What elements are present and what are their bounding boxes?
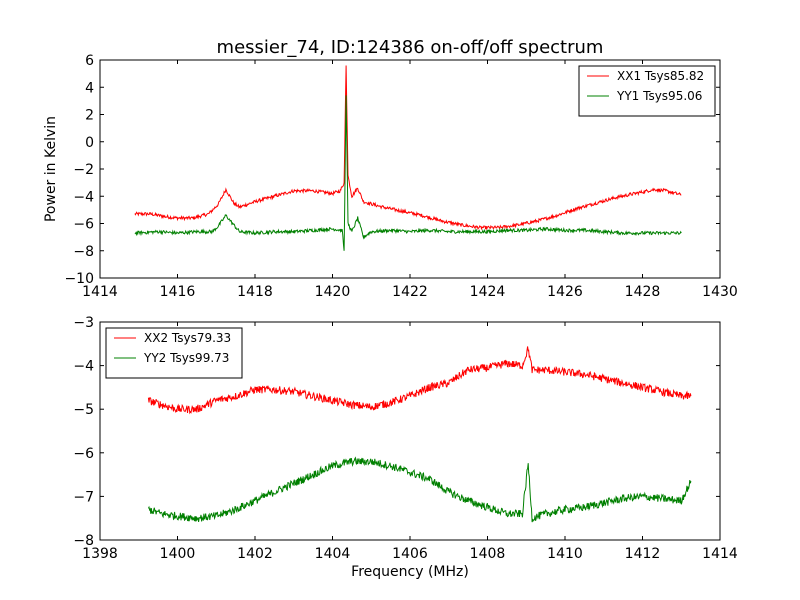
x-tick-label: 1424	[470, 284, 506, 300]
x-tick-label: 1412	[625, 546, 661, 562]
y-tick-label: −3	[73, 315, 94, 331]
x-tick-label: 1422	[392, 284, 428, 300]
legend-box	[578, 65, 716, 117]
y-tick-label: 0	[85, 135, 94, 151]
x-tick-label: 1400	[160, 546, 196, 562]
x-tick-label: 1430	[702, 284, 738, 300]
series-line-2	[147, 456, 692, 523]
y-tick-label: −6	[73, 446, 94, 462]
y-axis-label: Power in Kelvin	[43, 116, 59, 222]
legend-entry: YY2 Tsys99.73	[143, 351, 229, 365]
x-tick-label: 1428	[625, 284, 661, 300]
series-line-1	[147, 346, 692, 415]
y-tick-label: −6	[73, 217, 94, 233]
x-tick-label: 1426	[547, 284, 583, 300]
y-tick-label: −2	[73, 162, 94, 178]
x-tick-label: 1408	[470, 546, 506, 562]
x-tick-label: 1404	[315, 546, 351, 562]
x-tick-label: 1402	[237, 546, 273, 562]
y-tick-label: −7	[73, 489, 94, 505]
series-line-1	[134, 65, 682, 231]
y-tick-label: −5	[73, 402, 94, 418]
x-tick-label: 1398	[82, 546, 118, 562]
x-axis-label: Frequency (MHz)	[351, 564, 469, 580]
legend: XX2 Tsys79.33 YY2 Tsys99.73	[105, 327, 243, 379]
x-tick-label: 1420	[315, 284, 351, 300]
y-tick-label: −10	[64, 271, 94, 287]
x-tick-label: 1406	[392, 546, 428, 562]
x-tick-label: 1418	[237, 284, 273, 300]
legend-entry: XX2 Tsys79.33	[144, 331, 231, 345]
y-tick-label: −4	[73, 189, 94, 205]
legend-box	[105, 327, 243, 379]
y-tick-label: −8	[73, 533, 94, 549]
y-tick-label: 4	[85, 80, 94, 96]
series-line-2	[134, 95, 682, 251]
y-tick-label: −8	[73, 244, 94, 260]
legend-entry: YY1 Tsys95.06	[616, 89, 702, 103]
legend-entry: XX1 Tsys85.82	[617, 69, 704, 83]
top-spectrum-panel: 1414 1416 1418 1420 1422 1424 1426 1428 1430 −10 −…	[64, 53, 737, 300]
bottom-spectrum-panel: 1398 1400 1402 1404 1406 1408 1410 1412 1414 −8 −7…	[73, 315, 738, 562]
figure-title: messier_74, ID:124386 on-off/off spectru…	[217, 37, 604, 58]
x-tick-label: 1416	[160, 284, 196, 300]
y-tick-label: −4	[73, 359, 94, 375]
y-tick-label: 6	[85, 53, 94, 69]
x-tick-label: 1414	[702, 546, 738, 562]
legend: XX1 Tsys85.82 YY1 Tsys95.06	[578, 65, 716, 117]
y-tick-label: 2	[85, 108, 94, 124]
x-tick-label: 1410	[547, 546, 583, 562]
x-tick-label: 1414	[82, 284, 118, 300]
